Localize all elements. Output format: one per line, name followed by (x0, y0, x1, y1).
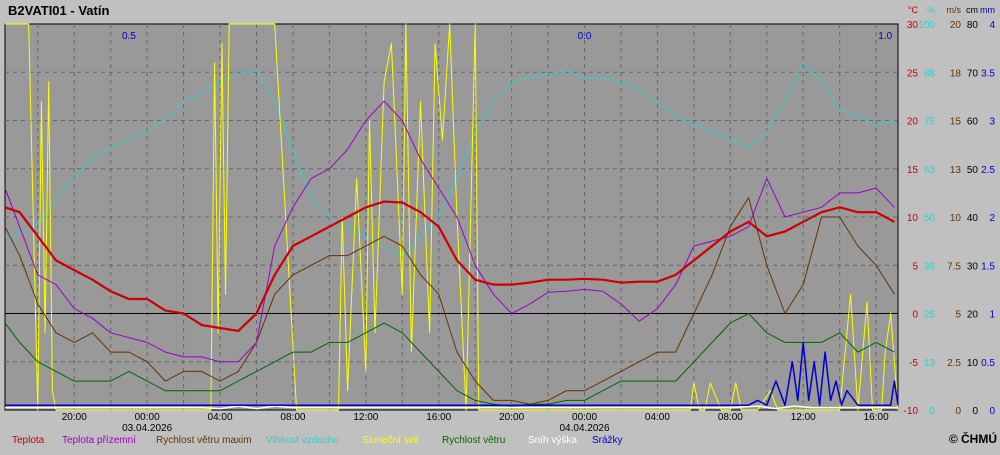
y-axis-tick-label: 5 (955, 310, 961, 321)
y-axis-tick-label: 25 (924, 310, 936, 321)
x-tick-label: 16:00 (864, 412, 889, 423)
y-axis-tick-label: 75 (924, 117, 936, 128)
y-axis-tick-label: 20 (907, 117, 919, 128)
y-axis-tick-label: 3 (989, 117, 995, 128)
y-axis-tick-label: 80 (967, 20, 979, 31)
y-axis-tick-label: 0 (955, 406, 961, 417)
y-axis-tick-label: 0 (929, 406, 935, 417)
series-line-slunecni-svit (5, 23, 899, 411)
y-axis-tick-label: 50 (967, 165, 979, 176)
y-axis-tick-label: 30 (907, 20, 919, 31)
y-axis-unit-label: mm (980, 5, 995, 15)
series-line-teplota (4, 200, 895, 332)
y-axis-tick-label: 30 (967, 261, 979, 272)
x-tick-date-label: 03.04.2026 (122, 423, 172, 434)
y-axis-tick-label: 88 (924, 68, 936, 79)
x-tick-label: 12:00 (353, 412, 378, 423)
y-axis-tick-label: 0 (972, 406, 978, 417)
legend-entry: Teplota přízemní (62, 435, 136, 446)
precip-total-label: 0.5 (122, 31, 136, 42)
y-axis-tick-label: 20 (967, 310, 979, 321)
legend-entry: Srážky (592, 435, 623, 446)
legend-entry: Rychlost větru maxim (156, 435, 252, 446)
y-axis-unit-label: °C (908, 5, 919, 15)
legend-entry: Teplota (12, 435, 45, 446)
series-line-rychlost-vetru (4, 313, 895, 407)
y-axis-tick-label: 2.5 (981, 165, 995, 176)
y-axis-tick-label: 60 (967, 117, 979, 128)
precip-total-labels: 0.5 0.0 1.0 (122, 31, 893, 42)
y-axis-unit-label: m/s (947, 5, 962, 15)
y-axis-tick-label: 15 (907, 165, 919, 176)
y-axis-tick-label: 1 (989, 310, 995, 321)
series-layer (4, 23, 899, 411)
y-axis-tick-label: 10 (967, 358, 979, 369)
y-axis-tick-label: 100 (918, 20, 935, 31)
legend: Teplota Teplota přízemní Rychlost větru ma… (12, 435, 623, 446)
y-axis-tick-label: 40 (967, 213, 979, 224)
y-axis-tick-label: 0.5 (981, 358, 995, 369)
x-tick-label: 04:00 (208, 412, 233, 423)
chart-title: B2VATI01 - Vatín (8, 3, 109, 18)
y-axis-tick-label: 10 (950, 213, 962, 224)
y-axis-tick-label: 2.5 (947, 358, 961, 369)
precip-total-label: 0.0 (578, 31, 592, 42)
y-axis-tick-label: 13 (950, 165, 962, 176)
y-axes: °C302520151050-5-10%100887563503825130m/… (904, 5, 996, 417)
series-line-teplota-prizemni (4, 100, 895, 363)
x-tick-label: 20:00 (499, 412, 524, 423)
precip-total-label: 1.0 (878, 31, 892, 42)
series-line-snih-vyska (5, 405, 898, 410)
x-tick-date-label: 04.04.2026 (560, 423, 610, 434)
x-tick-label: 08:00 (280, 412, 305, 423)
legend-entry: Rychlost větru (442, 435, 505, 446)
y-axis-tick-label: 5 (912, 261, 918, 272)
y-axis-tick-label: 0 (989, 406, 995, 417)
y-axis-tick-label: 15 (950, 117, 962, 128)
y-axis-tick-label: 0 (912, 310, 918, 321)
legend-entry: Vlhkost vzduchu (266, 435, 339, 446)
y-axis-tick-label: 3.5 (981, 68, 995, 79)
x-tick-label: 20:00 (62, 412, 87, 423)
x-tick-label: 08:00 (718, 412, 743, 423)
y-axis-tick-label: 63 (924, 165, 936, 176)
y-axis-tick-label: -5 (909, 358, 918, 369)
y-axis-tick-label: 1.5 (981, 261, 995, 272)
y-axis-tick-label: 10 (907, 213, 919, 224)
legend-entry: Sníh výška (528, 435, 577, 446)
y-axis-tick-label: 7.5 (947, 261, 961, 272)
y-axis-tick-label: 4 (989, 20, 995, 31)
series-line-vlhkost-vzduchu (4, 62, 895, 257)
y-axis-tick-label: 38 (924, 261, 936, 272)
y-axis-tick-label: 50 (924, 213, 936, 224)
y-axis-tick-label: 25 (907, 68, 919, 79)
y-axis-tick-label: 20 (950, 20, 962, 31)
x-tick-label: 00:00 (572, 412, 597, 423)
x-tick-label: 16:00 (426, 412, 451, 423)
y-axis-tick-label: 13 (924, 358, 936, 369)
x-tick-label: 00:00 (135, 412, 160, 423)
x-tick-label: 04:00 (645, 412, 670, 423)
y-axis-tick-label: 2 (989, 213, 995, 224)
series-line-srazky (5, 341, 899, 406)
y-axis-tick-label: -10 (904, 406, 919, 417)
legend-entry: Sluneční svit (362, 435, 419, 446)
y-axis-unit-label: cm (966, 5, 978, 15)
x-tick-label: 12:00 (791, 412, 816, 423)
y-axis-tick-label: 70 (967, 68, 979, 79)
copyright-label: © ČHMÚ (949, 431, 997, 446)
y-axis-tick-label: 18 (950, 68, 962, 79)
series-line-rychlost-vetru-maxim (4, 197, 895, 405)
y-axis-unit-label: % (927, 5, 935, 15)
